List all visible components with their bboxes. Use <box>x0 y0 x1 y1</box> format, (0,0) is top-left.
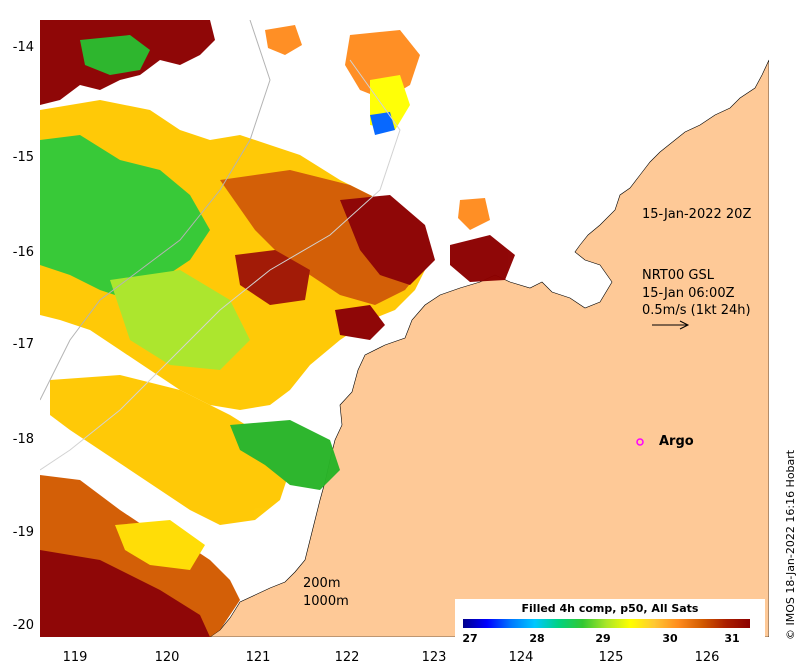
colorbar-title: Filled 4h comp, p50, All Sats <box>521 602 699 615</box>
argo-marker-icon <box>636 438 644 446</box>
sst-swaths <box>40 20 515 637</box>
timestamp-label: 15-Jan-2022 20Z <box>642 207 752 222</box>
x-tick-label: 122 <box>334 650 360 665</box>
y-tick-label: -19 <box>12 525 34 540</box>
colorbar-tick: 27 <box>462 632 478 645</box>
x-tick-label: 125 <box>598 650 624 665</box>
copyright-text: © IMOS 18-Jan-2022 16:16 Hobart <box>784 449 797 640</box>
depth-contour-200m <box>40 20 271 401</box>
y-tick-label: -17 <box>12 337 34 352</box>
y-tick-label: -15 <box>12 150 34 165</box>
x-tick-label: 119 <box>62 650 88 665</box>
scale-arrow-icon <box>652 320 690 330</box>
colorbar-tick: 31 <box>724 632 740 645</box>
y-tick-label: -18 <box>12 432 34 447</box>
x-tick-label: 121 <box>245 650 271 665</box>
x-tick-label: 126 <box>694 650 720 665</box>
current-info-line2: 15-Jan 06:00Z <box>642 286 735 301</box>
colorbar-gradient <box>463 619 750 628</box>
current-info-line1: NRT00 GSL <box>642 268 714 283</box>
sst-map <box>40 20 769 637</box>
colorbar-legend: Filled 4h comp, p50, All Sats 27 28 29 3… <box>455 599 765 645</box>
map-plot-area <box>40 20 769 637</box>
argo-label: Argo <box>659 434 694 449</box>
depth-label-1000m: 1000m <box>303 594 349 609</box>
current-info-line3: 0.5m/s (1kt 24h) <box>642 303 751 318</box>
x-tick-label: 123 <box>421 650 447 665</box>
depth-contour-1000m <box>40 59 401 471</box>
colorbar-tick: 28 <box>529 632 545 645</box>
y-tick-label: -20 <box>12 618 34 633</box>
y-tick-label: -16 <box>12 245 34 260</box>
colorbar-tick: 29 <box>595 632 611 645</box>
colorbar-tick: 30 <box>662 632 678 645</box>
x-tick-label: 120 <box>154 650 180 665</box>
depth-label-200m: 200m <box>303 576 341 591</box>
y-tick-label: -14 <box>12 40 34 55</box>
x-tick-label: 124 <box>508 650 534 665</box>
